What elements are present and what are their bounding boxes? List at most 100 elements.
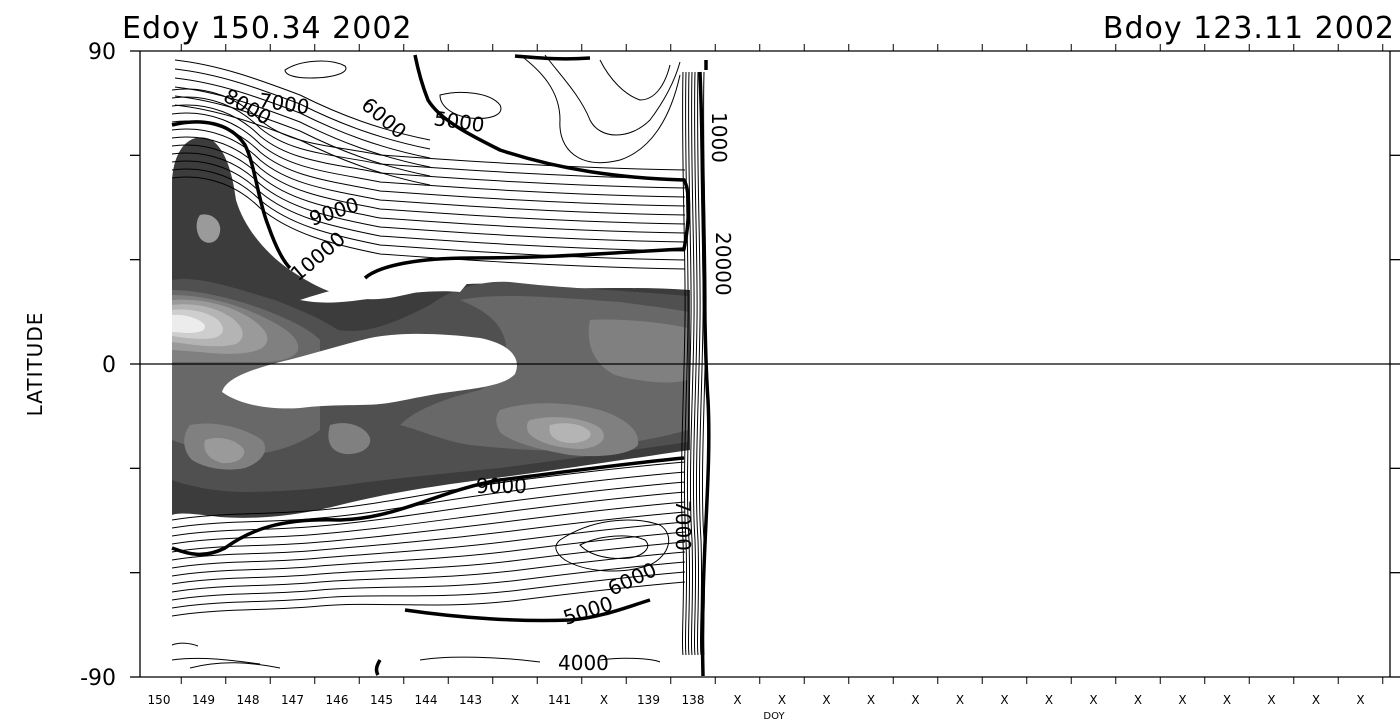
contour-line-4 xyxy=(171,112,686,198)
contour-line-18 xyxy=(174,104,431,186)
contour-line-43 xyxy=(171,657,261,665)
x-tick-label-3: 147 xyxy=(281,693,304,707)
x-tick-label-8: X xyxy=(511,693,519,707)
contour-line-24 xyxy=(171,461,686,521)
fill-region-9 xyxy=(588,319,688,383)
contour-line-23 xyxy=(439,91,502,119)
contour-line-17 xyxy=(174,95,431,177)
thick-contour-4 xyxy=(404,598,651,623)
contour-line-12 xyxy=(171,176,686,270)
x-tick-label-1: 149 xyxy=(192,693,215,707)
x-tick-label-15: X xyxy=(822,693,830,707)
x-tick-label-23: X xyxy=(1178,693,1186,707)
contour-label-9000: 9000 xyxy=(306,192,362,231)
x-tick-label-4: 146 xyxy=(326,693,349,707)
x-tick-label-14: X xyxy=(778,693,786,707)
contour-line-15 xyxy=(174,77,431,159)
x-tick-label-10: X xyxy=(600,693,608,707)
contour-line-37 xyxy=(555,519,670,572)
contour-label-6000: 6000 xyxy=(357,92,411,143)
x-tick-label-19: X xyxy=(1000,693,1008,707)
x-tick-label-17: X xyxy=(911,693,919,707)
thick-contour-7 xyxy=(698,71,711,677)
x-tick-label-25: X xyxy=(1267,693,1275,707)
x-tick-label-11: 139 xyxy=(637,693,660,707)
contour-line-40 xyxy=(189,662,281,669)
filled-contours xyxy=(172,137,690,518)
contour-line-42 xyxy=(599,657,661,663)
x-tick-label-24: X xyxy=(1223,693,1231,707)
fill-region-13 xyxy=(196,214,221,243)
contour-label-9000: 9000 xyxy=(476,474,527,498)
contour-line-7 xyxy=(171,136,686,225)
x-tick-label-27: X xyxy=(1356,693,1364,707)
contour-line-48 xyxy=(692,71,698,656)
contour-label-20000: 20000 xyxy=(711,232,735,296)
contour-line-44 xyxy=(680,71,686,656)
contour-line-3 xyxy=(171,104,686,189)
contour-line-8 xyxy=(171,144,686,234)
y-tick-label-1: 0 xyxy=(102,353,116,378)
contour-line-6 xyxy=(171,128,686,216)
thick-contour-6 xyxy=(374,659,382,676)
y-tick-label-0: 90 xyxy=(88,40,116,65)
thick-contour-1 xyxy=(171,120,292,270)
contour-label-5000: 5000 xyxy=(560,591,616,630)
x-tick-label-12: 138 xyxy=(682,693,705,707)
contour-line-38 xyxy=(579,535,649,559)
contour-line-47 xyxy=(689,71,695,656)
x-tick-label-21: X xyxy=(1089,693,1097,707)
contour-label-6000: 6000 xyxy=(604,557,660,600)
x-tick-label-7: 143 xyxy=(459,693,482,707)
contour-line-10 xyxy=(171,160,686,252)
thick-contour-2 xyxy=(363,54,691,280)
contour-line-14 xyxy=(174,68,431,150)
contour-line-27 xyxy=(171,491,686,545)
contour-lines xyxy=(171,54,711,677)
contour-line-28 xyxy=(171,501,686,553)
x-tick-label-13: X xyxy=(733,693,741,707)
contour-line-31 xyxy=(171,531,686,577)
contour-line-49 xyxy=(695,71,701,656)
contour-label-1000: 1000 xyxy=(707,112,731,163)
x-tick-label-6: 144 xyxy=(415,693,438,707)
x-axis-title: DOY xyxy=(763,711,785,722)
fill-region-11 xyxy=(204,438,245,464)
x-tick-label-18: X xyxy=(956,693,964,707)
contour-line-22 xyxy=(284,60,347,79)
contour-label-4000: 4000 xyxy=(558,651,609,675)
contour-line-26 xyxy=(171,481,686,537)
contour-line-36 xyxy=(171,581,686,617)
contour-line-39 xyxy=(171,642,199,647)
top-right-label: Bdoy 123.11 2002 xyxy=(1103,11,1395,46)
y-tick-label-2: -90 xyxy=(80,666,116,691)
x-tick-label-5: 145 xyxy=(370,693,393,707)
fill-region-7 xyxy=(328,423,371,455)
fill-region-18 xyxy=(222,333,517,409)
contour-line-32 xyxy=(171,541,686,585)
contour-line-46 xyxy=(686,71,692,656)
thick-contour-3 xyxy=(171,456,685,557)
x-tick-label-20: X xyxy=(1045,693,1053,707)
x-tick-label-2: 148 xyxy=(237,693,260,707)
contour-line-35 xyxy=(171,571,686,609)
contour-line-30 xyxy=(171,521,686,569)
contour-line-19 xyxy=(519,54,681,164)
thick-contour-5 xyxy=(514,54,591,61)
contour-label-10000: 10000 xyxy=(286,227,350,286)
y-axis-title: LATITUDE xyxy=(23,312,47,417)
contour-line-9 xyxy=(171,152,686,243)
contour-label-5000: 5000 xyxy=(432,106,486,137)
contour-line-20 xyxy=(544,54,681,136)
x-tick-label-0: 150 xyxy=(148,693,171,707)
top-left-label: Edoy 150.34 2002 xyxy=(122,11,413,46)
axis-labels: Edoy 150.34 2002 Bdoy 123.11 2002 90 0 -90 15… xyxy=(23,11,1395,722)
contour-line-41 xyxy=(419,656,541,663)
contour-line-16 xyxy=(174,86,431,168)
fill-region-17 xyxy=(172,314,206,333)
x-tick-label-26: X xyxy=(1312,693,1320,707)
x-tick-label-22: X xyxy=(1134,693,1142,707)
contour-label-7000: 7000 xyxy=(671,500,695,551)
